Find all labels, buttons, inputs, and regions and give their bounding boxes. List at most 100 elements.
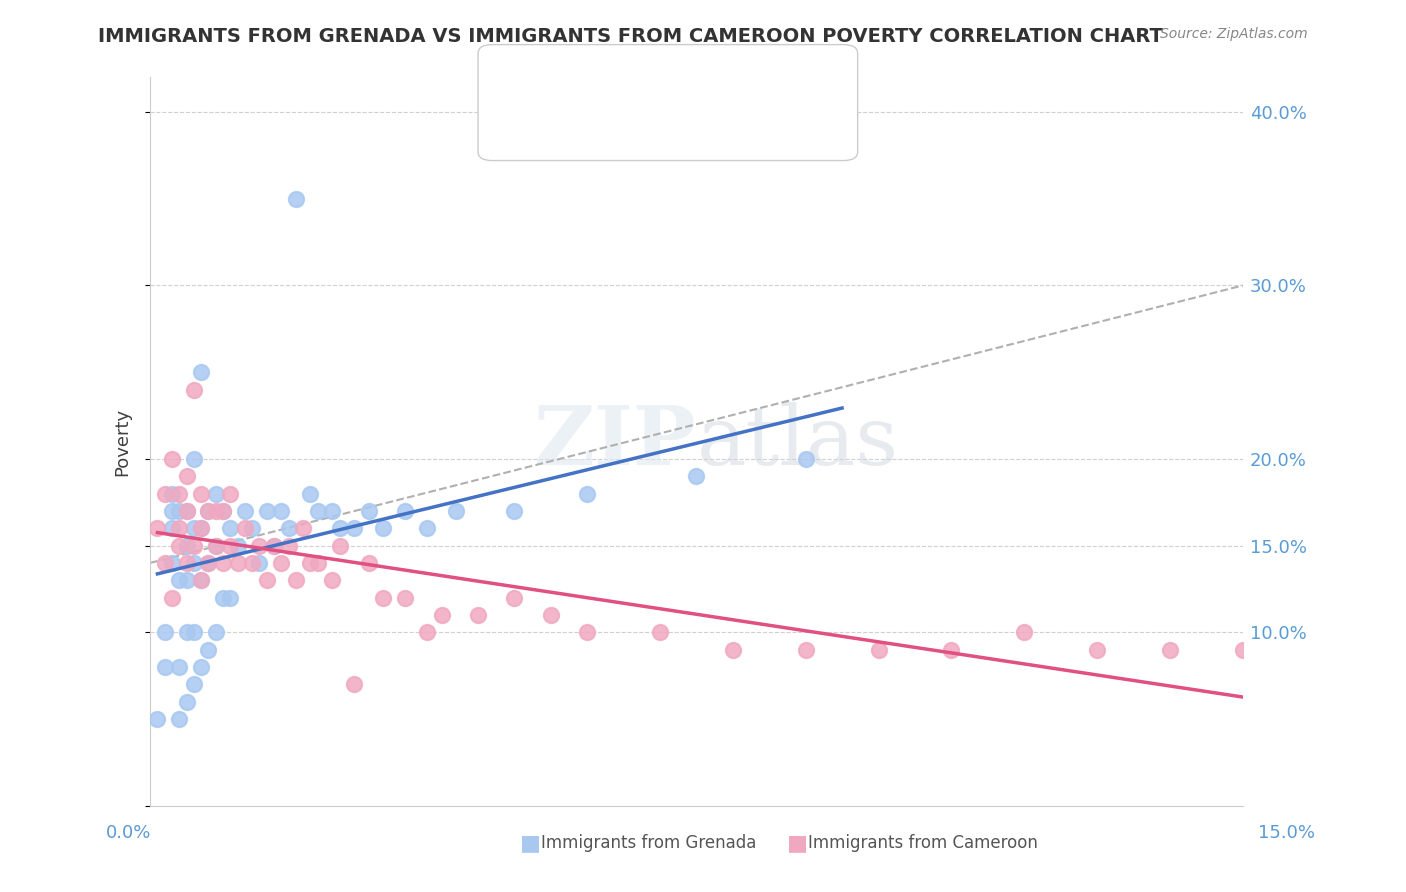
Point [249, 556, 271, 570]
Point [183, 556, 205, 570]
Point [240, 556, 263, 570]
Point [212, 504, 235, 518]
Point [226, 556, 249, 570]
Point [204, 625, 226, 640]
Point [292, 521, 315, 535]
Point [233, 521, 256, 535]
Text: Source: ZipAtlas.com: Source: ZipAtlas.com [1160, 27, 1308, 41]
Point [190, 521, 212, 535]
Point [204, 504, 226, 518]
Point [153, 486, 176, 500]
Point [299, 486, 322, 500]
Point [284, 192, 307, 206]
Point [357, 504, 380, 518]
Point [169, 504, 191, 518]
Point [721, 642, 744, 657]
Text: 0.0%: 0.0% [105, 824, 150, 842]
Point [190, 660, 212, 674]
Point [941, 642, 963, 657]
Text: N =: N = [612, 73, 659, 91]
Point [190, 486, 212, 500]
Point [416, 625, 439, 640]
Point [576, 625, 599, 640]
Text: R =: R = [537, 73, 574, 91]
Point [373, 591, 395, 605]
Point [197, 642, 219, 657]
Text: IMMIGRANTS FROM GRENADA VS IMMIGRANTS FROM CAMEROON POVERTY CORRELATION CHART: IMMIGRANTS FROM GRENADA VS IMMIGRANTS FR… [98, 27, 1163, 45]
Point [430, 607, 453, 622]
Point [169, 573, 191, 587]
Point [685, 469, 707, 483]
Point [270, 504, 292, 518]
Point [1159, 642, 1181, 657]
Y-axis label: Poverty: Poverty [114, 408, 131, 475]
Point [794, 451, 817, 466]
Point [190, 573, 212, 587]
Point [212, 591, 235, 605]
Point [270, 556, 292, 570]
Point [153, 556, 176, 570]
Point [153, 660, 176, 674]
Point [394, 504, 416, 518]
Text: N =: N = [612, 109, 659, 127]
Point [219, 591, 242, 605]
Point [503, 504, 526, 518]
Point [176, 556, 198, 570]
Point [1012, 625, 1035, 640]
Text: atlas: atlas [696, 401, 898, 482]
Text: R =: R = [537, 109, 574, 127]
Point [190, 365, 212, 379]
Point [183, 383, 205, 397]
Text: Immigrants from Grenada: Immigrants from Grenada [541, 834, 756, 852]
Text: ■: ■ [520, 833, 541, 853]
Text: 15.0%: 15.0% [1257, 824, 1315, 842]
Point [169, 539, 191, 553]
Point [197, 504, 219, 518]
Point [169, 486, 191, 500]
Text: 57: 57 [644, 109, 666, 127]
Point [284, 573, 307, 587]
Point [212, 504, 235, 518]
Point [160, 451, 183, 466]
Point [233, 504, 256, 518]
Point [321, 573, 343, 587]
Point [219, 486, 242, 500]
Point [794, 642, 817, 657]
Point [263, 539, 285, 553]
Point [160, 486, 183, 500]
Point [307, 556, 329, 570]
Point [169, 712, 191, 726]
Point [160, 591, 183, 605]
Point [540, 607, 562, 622]
Point [197, 556, 219, 570]
Point [204, 486, 226, 500]
Point [328, 521, 350, 535]
Point [373, 521, 395, 535]
Point [868, 642, 890, 657]
Point [416, 521, 439, 535]
Point [219, 521, 242, 535]
Point [299, 556, 322, 570]
Point [160, 521, 183, 535]
Point [169, 521, 191, 535]
Point [176, 539, 198, 553]
Text: -0.215: -0.215 [565, 109, 624, 127]
Point [204, 539, 226, 553]
Point [444, 504, 467, 518]
Point [183, 521, 205, 535]
Point [277, 521, 299, 535]
Point [176, 695, 198, 709]
Text: ■: ■ [787, 833, 808, 853]
Point [160, 504, 183, 518]
Point [1085, 642, 1108, 657]
Point [249, 539, 271, 553]
Point [176, 469, 198, 483]
Point [219, 539, 242, 553]
Point [197, 556, 219, 570]
Point [1232, 642, 1254, 657]
Text: 0.164: 0.164 [569, 73, 621, 91]
Point [256, 504, 278, 518]
Point [183, 539, 205, 553]
Point [467, 607, 489, 622]
Point [321, 504, 343, 518]
